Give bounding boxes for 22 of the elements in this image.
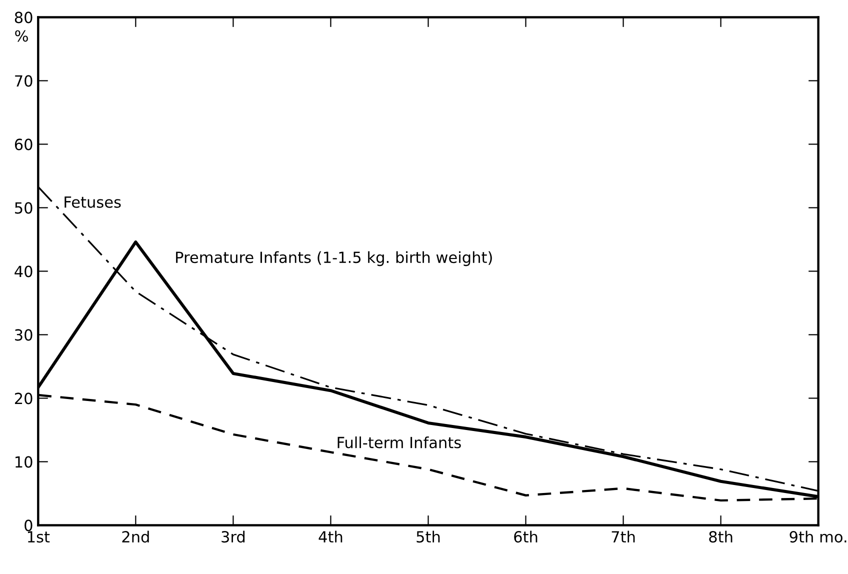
y-tick-label: 10 [16, 456, 32, 468]
y-tick-label: 50 [15, 202, 32, 214]
x-tick-label: 6th [514, 530, 538, 543]
y-tick-label: 0 [24, 520, 32, 532]
y-tick-label: 20 [14, 392, 32, 404]
series-label: Full-term Infants [338, 436, 461, 448]
y-axis-title: % [15, 30, 28, 42]
x-tick-label: 3rd [222, 530, 245, 543]
y-tick-label: 70 [15, 75, 32, 87]
x-tick-label: 9th mo. [790, 530, 846, 543]
series-label: Premature Infants (1-1.5 kg. birth weight) [176, 251, 492, 266]
x-tick-label: 5th [416, 530, 440, 543]
y-tick-label: 80 [14, 12, 32, 24]
series-label: Fetuses [64, 196, 121, 208]
x-tick-label: 4th [318, 530, 342, 542]
y-tick-label: 40 [14, 266, 32, 278]
y-tick-label: 30 [15, 329, 32, 341]
x-tick-label: 1st [28, 531, 50, 543]
x-tick-label: 7th [612, 530, 635, 542]
x-tick-label: 8th [709, 530, 732, 543]
x-tick-label: 2nd [122, 530, 149, 543]
y-tick-label: 60 [14, 138, 32, 150]
